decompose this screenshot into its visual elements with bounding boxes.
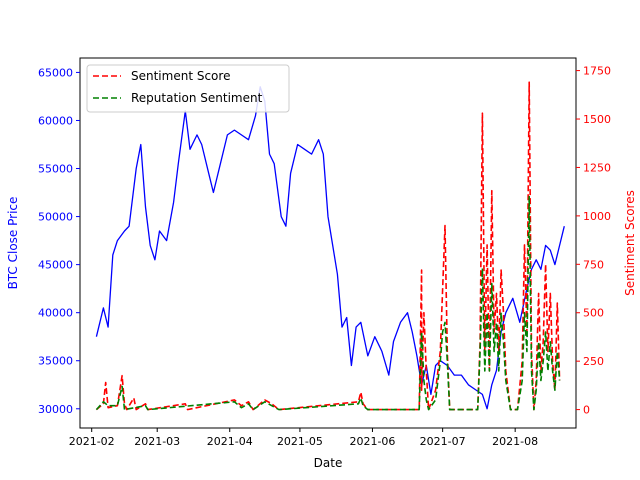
x-tick-label: 2021-08: [492, 435, 538, 448]
x-tick-label: 2021-06: [349, 435, 395, 448]
x-tick-label: 2021-04: [207, 435, 253, 448]
x-axis-label: Date: [314, 456, 343, 470]
y-right-tick-label: 1500: [583, 113, 611, 126]
x-tick-label: 2021-07: [420, 435, 466, 448]
plot-frame: [79, 57, 577, 429]
y-left-tick-label: 35000: [38, 355, 73, 368]
y-left-tick-label: 60000: [38, 114, 73, 127]
legend-frame: [86, 64, 290, 113]
legend-reputation-label: Reputation Sentiment: [131, 91, 263, 105]
y-right-tick-label: 1750: [583, 65, 611, 78]
y-left-tick-label: 40000: [38, 307, 73, 320]
x-axis: 2021-02 2021-03 2021-04 2021-05 2021-06 2021-…: [69, 428, 538, 448]
y-left-tick-label: 30000: [38, 403, 73, 416]
x-tick-label: 2021-02: [69, 435, 115, 448]
series-line-btc-close-price: [95, 86, 565, 410]
legend: Sentiment Score Reputation Sentiment: [86, 64, 290, 113]
y-left-tick-label: 50000: [38, 211, 73, 224]
y-left-tick-label: 45000: [38, 259, 73, 272]
y-axis-left: 30000 35000 40000 45000 50000 55000 60000 65000: [38, 66, 80, 416]
y-right-tick-label: 1250: [583, 161, 611, 174]
legend-sentiment-label: Sentiment Score: [131, 69, 230, 83]
y-axis-left-label: BTC Close Price: [6, 197, 20, 290]
y-axis-right-label: Sentiment Scores: [623, 190, 637, 296]
y-axis-right: 0 250 500 750 1000 1250 1500 1750: [576, 65, 611, 417]
y-left-tick-label: 65000: [38, 66, 73, 79]
series-layer: [95, 81, 565, 411]
y-right-tick-label: 1000: [583, 210, 611, 223]
y-right-tick-label: 0: [583, 404, 590, 417]
y-right-tick-label: 750: [583, 258, 604, 271]
series-line-reputation-sentiment: [95, 195, 561, 411]
y-left-tick-label: 55000: [38, 163, 73, 176]
y-right-tick-label: 250: [583, 355, 604, 368]
y-right-tick-label: 500: [583, 307, 604, 320]
x-tick-label: 2021-05: [277, 435, 323, 448]
x-tick-label: 2021-03: [134, 435, 180, 448]
